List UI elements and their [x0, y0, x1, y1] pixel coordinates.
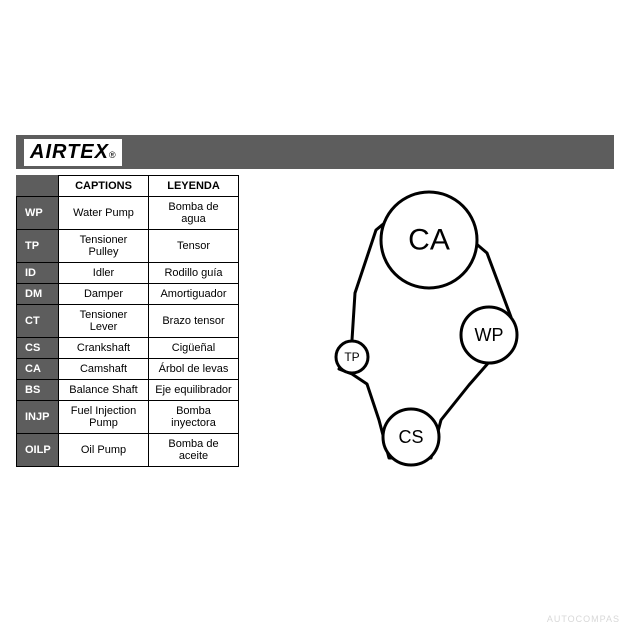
code-cell: TP: [17, 230, 59, 263]
code-cell: INJP: [17, 401, 59, 434]
table-row: BSBalance ShaftEje equilibrador: [17, 380, 239, 401]
pulley-label: CS: [398, 427, 423, 447]
caption-cell: Idler: [59, 263, 149, 284]
diagram-svg: CA WP TP CS: [239, 175, 599, 485]
code-cell: CA: [17, 359, 59, 380]
caption-cell: Balance Shaft: [59, 380, 149, 401]
table-row: CACamshaftÁrbol de levas: [17, 359, 239, 380]
captions-table: CAPTIONS LEYENDA WPWater PumpBomba de ag…: [16, 175, 239, 467]
code-cell: OILP: [17, 434, 59, 467]
header-captions: CAPTIONS: [59, 176, 149, 197]
code-cell: BS: [17, 380, 59, 401]
table-row: TPTensioner PulleyTensor: [17, 230, 239, 263]
pulley-wp: WP: [461, 307, 517, 363]
leyenda-cell: Bomba inyectora: [149, 401, 239, 434]
belt-diagram: CA WP TP CS: [239, 175, 614, 467]
leyenda-cell: Cigüeñal: [149, 338, 239, 359]
leyenda-cell: Tensor: [149, 230, 239, 263]
brand-name: AIRTEX: [30, 141, 109, 164]
caption-cell: Tensioner Pulley: [59, 230, 149, 263]
leyenda-cell: Bomba de agua: [149, 197, 239, 230]
table-row: CSCrankshaftCigüeñal: [17, 338, 239, 359]
leyenda-cell: Rodillo guía: [149, 263, 239, 284]
code-cell: DM: [17, 284, 59, 305]
pulley-label: TP: [344, 350, 359, 364]
brand-logo: AIRTEX ®: [24, 139, 122, 166]
caption-cell: Crankshaft: [59, 338, 149, 359]
caption-cell: Fuel Injection Pump: [59, 401, 149, 434]
table-row: OILPOil PumpBomba de aceite: [17, 434, 239, 467]
leyenda-cell: Árbol de levas: [149, 359, 239, 380]
brand-registered: ®: [109, 150, 116, 160]
caption-cell: Camshaft: [59, 359, 149, 380]
table-row: IDIdlerRodillo guía: [17, 263, 239, 284]
pulley-tp: TP: [336, 341, 368, 373]
caption-cell: Tensioner Lever: [59, 305, 149, 338]
caption-cell: Water Pump: [59, 197, 149, 230]
watermark: AUTOCOMPAS: [547, 614, 620, 624]
code-cell: ID: [17, 263, 59, 284]
header-leyenda: LEYENDA: [149, 176, 239, 197]
caption-cell: Oil Pump: [59, 434, 149, 467]
content-area: CAPTIONS LEYENDA WPWater PumpBomba de ag…: [16, 175, 614, 467]
pulley-label: CA: [408, 224, 450, 257]
code-cell: CS: [17, 338, 59, 359]
table-row: INJPFuel Injection PumpBomba inyectora: [17, 401, 239, 434]
header-bar: AIRTEX ®: [16, 135, 614, 169]
pulley-cs: CS: [383, 409, 439, 465]
table-corner: [17, 176, 59, 197]
pulley-label: WP: [475, 325, 504, 345]
table-row: DMDamperAmortiguador: [17, 284, 239, 305]
table-row: CTTensioner LeverBrazo tensor: [17, 305, 239, 338]
leyenda-cell: Brazo tensor: [149, 305, 239, 338]
leyenda-cell: Eje equilibrador: [149, 380, 239, 401]
caption-cell: Damper: [59, 284, 149, 305]
code-cell: CT: [17, 305, 59, 338]
table-row: WPWater PumpBomba de agua: [17, 197, 239, 230]
code-cell: WP: [17, 197, 59, 230]
pulley-ca: CA: [381, 192, 477, 288]
leyenda-cell: Bomba de aceite: [149, 434, 239, 467]
leyenda-cell: Amortiguador: [149, 284, 239, 305]
